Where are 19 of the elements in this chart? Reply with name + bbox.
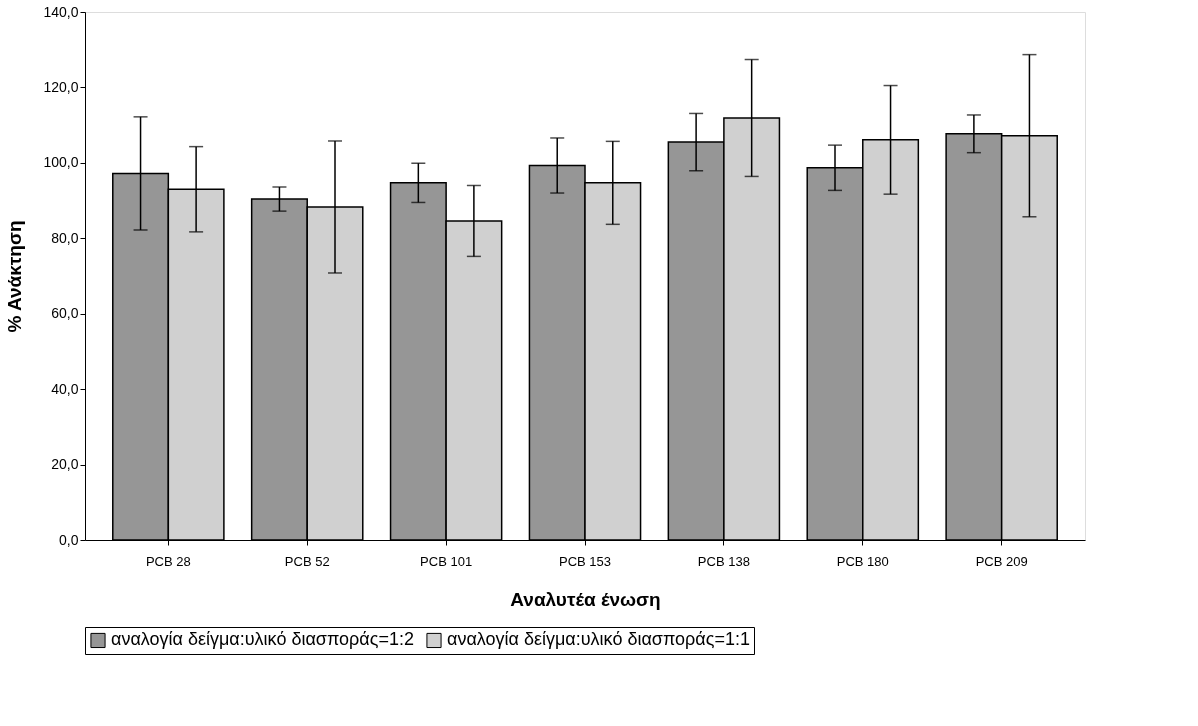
y-tick-label: 20,0: [51, 456, 79, 473]
x-tick-label: PCB 153: [558, 553, 612, 569]
y-tick-label: 120,0: [43, 78, 79, 95]
legend-label: αναλογία δείγμα:υλικό διασποράς=1:1: [447, 629, 750, 650]
y-tick-label: 100,0: [43, 154, 79, 171]
y-axis-title: % Ανάκτηση: [4, 220, 26, 333]
x-axis-title: Αναλυτέα ένωση: [510, 588, 661, 610]
y-tick-label: 140,0: [43, 3, 79, 20]
x-tick-label: PCB 180: [836, 553, 889, 569]
y-tick-label: 80,0: [51, 229, 79, 246]
x-tick-label: PCB 52: [284, 553, 330, 569]
x-tick-label: PCB 28: [145, 553, 191, 569]
legend-label: αναλογία δείγμα:υλικό διασποράς=1:2: [111, 629, 414, 650]
y-tick-label: 40,0: [51, 380, 79, 397]
y-tick-label: 60,0: [51, 305, 79, 322]
x-tick-label: PCB 138: [697, 553, 750, 569]
y-tick-label: 0,0: [59, 531, 79, 548]
x-tick-label: PCB 101: [420, 553, 473, 569]
x-tick-label: PCB 209: [975, 553, 1028, 569]
